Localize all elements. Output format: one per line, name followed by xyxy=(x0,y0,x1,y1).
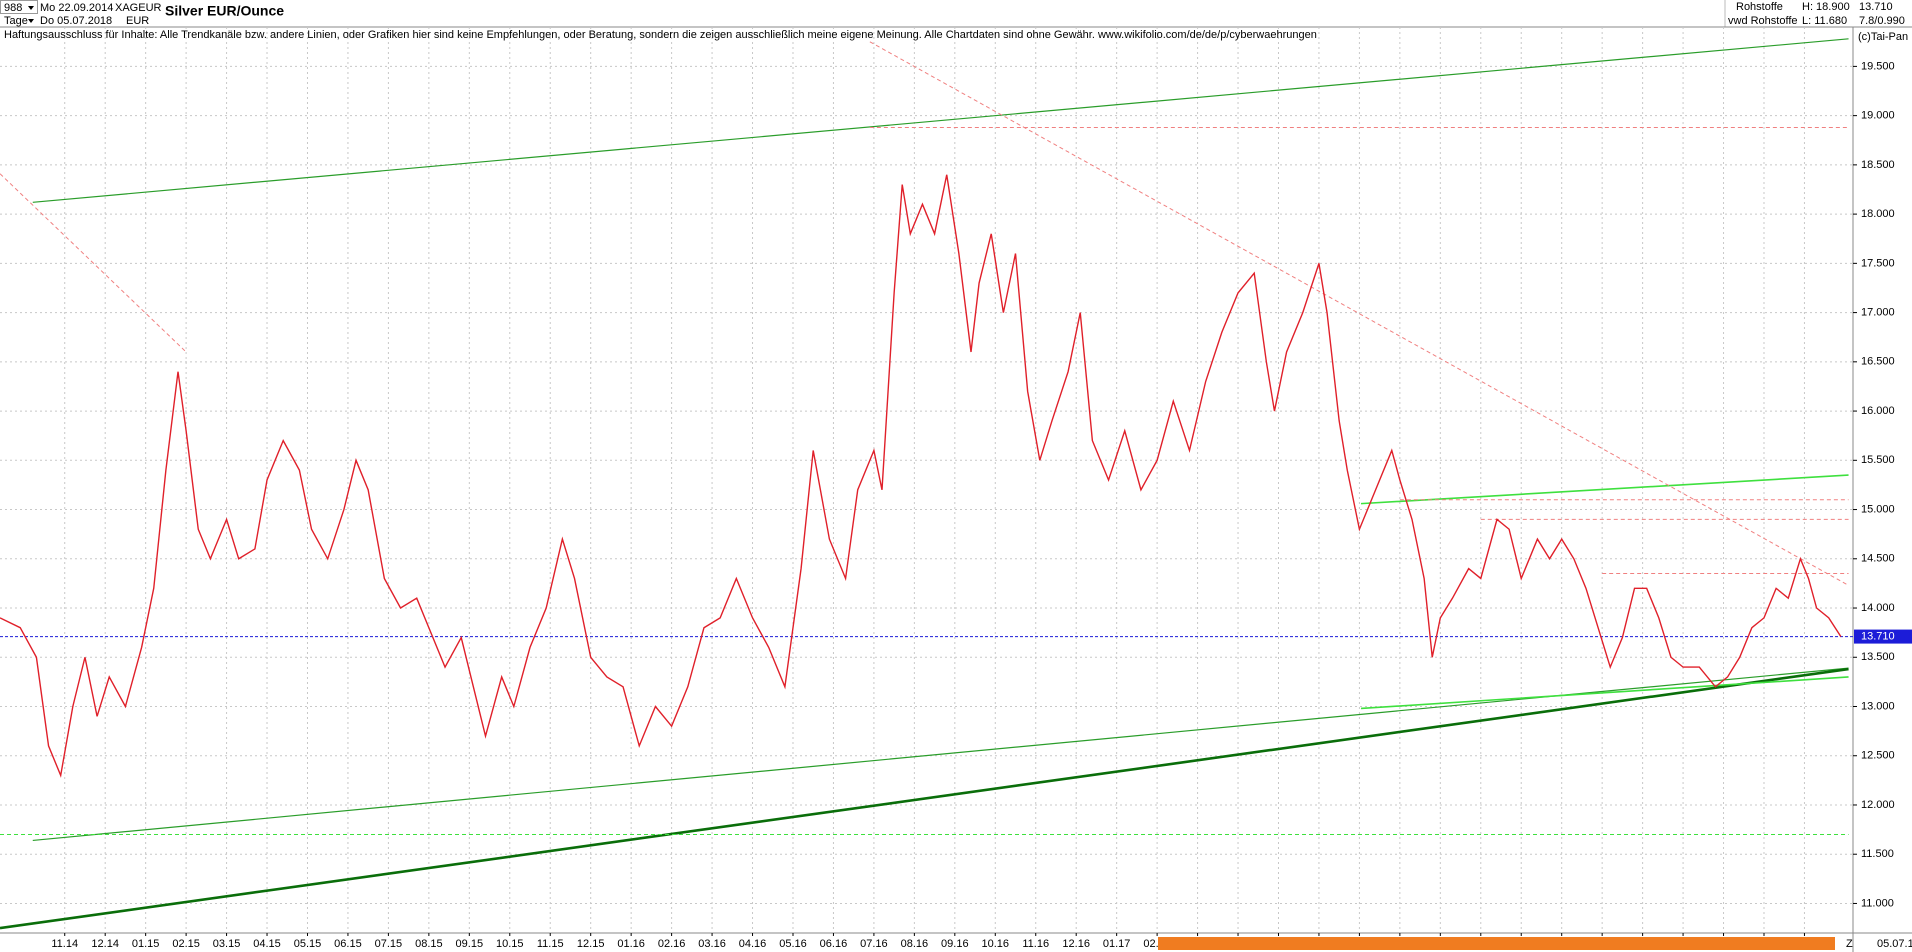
end-date: Do 05.07.2018 xyxy=(40,15,112,27)
chart-title: Silver EUR/Ounce xyxy=(165,3,284,19)
x-tick-label: 04.16 xyxy=(739,938,767,950)
x-tick-label: 06.15 xyxy=(334,938,362,950)
x-tick-label: 01.15 xyxy=(132,938,160,950)
x-tick-label: 08.15 xyxy=(415,938,443,950)
x-tick-label: 09.15 xyxy=(456,938,484,950)
y-tick-label: 15.000 xyxy=(1861,503,1895,515)
last: 13.710 xyxy=(1859,1,1893,13)
x-tick-label: 11.15 xyxy=(537,938,564,950)
current-price-label: 13.710 xyxy=(1861,630,1895,642)
x-tick-label: 10.16 xyxy=(982,938,1010,950)
x-tick-label: 11.14 xyxy=(51,938,78,950)
trend-line xyxy=(869,41,1849,586)
y-tick-label: 16.000 xyxy=(1861,405,1895,417)
y-tick-label: 17.500 xyxy=(1861,257,1895,269)
copyright: (c)Tai-Pan xyxy=(1858,31,1908,43)
x-tick-label: 02.15 xyxy=(172,938,200,950)
price-line xyxy=(0,174,1842,778)
market: Rohstoffe xyxy=(1736,1,1783,13)
trend-line xyxy=(1360,676,1849,710)
y-tick-label: 18.500 xyxy=(1861,159,1895,171)
plot-area: 11.000 11.500 12.000 12.500 13.000 13.500 14.0… xyxy=(0,27,1912,952)
x-tick-label: 08.16 xyxy=(901,938,929,950)
y-tick-label: 17.000 xyxy=(1861,306,1895,318)
x-tick-label: 12.15 xyxy=(577,938,605,950)
x-tick-label: 02.16 xyxy=(658,938,686,950)
y-tick-label: 18.000 xyxy=(1861,208,1895,220)
y-tick-label: 11.000 xyxy=(1861,897,1894,909)
trend-line xyxy=(1360,474,1849,505)
low: L: 11.680 xyxy=(1802,15,1847,27)
symbol: XAGEUR xyxy=(115,2,162,14)
y-tick-label: 19.000 xyxy=(1861,110,1895,122)
footer-date: 05.07.18 xyxy=(1877,938,1912,950)
x-tick-label: 12.14 xyxy=(91,938,119,950)
y-tick-label: 12.500 xyxy=(1861,750,1895,762)
disclaimer: Haftungsausschluss für Inhalte: Alle Tre… xyxy=(4,29,1317,41)
trend-line xyxy=(32,38,1849,203)
x-tick-label: 07.15 xyxy=(375,938,403,950)
y-tick-label: 11.500 xyxy=(1861,848,1894,860)
y-tick-label: 16.500 xyxy=(1861,356,1895,368)
y-tick-label: 14.500 xyxy=(1861,553,1895,565)
dropdown-icon xyxy=(28,6,34,10)
x-tick-label: 12.16 xyxy=(1062,938,1090,950)
y-tick-label: 13.000 xyxy=(1861,700,1895,712)
x-tick-label: 10.15 xyxy=(496,938,524,950)
x-tick-label: 09.16 xyxy=(941,938,969,950)
currency: EUR xyxy=(126,15,149,27)
high: H: 18.900 xyxy=(1802,1,1850,13)
y-tick-label: 19.500 xyxy=(1861,60,1895,72)
y-tick-label: 15.500 xyxy=(1861,454,1895,466)
x-tick-label: 06.16 xyxy=(820,938,848,950)
x-tick-label: 11.16 xyxy=(1022,938,1049,950)
range-highlight xyxy=(1158,937,1835,950)
x-tick-label: 03.16 xyxy=(698,938,726,950)
period[interactable]: Tage xyxy=(4,15,28,27)
x-tick-label: 07.16 xyxy=(860,938,888,950)
x-tick-label: 03.15 xyxy=(213,938,241,950)
dropdown-icon xyxy=(28,19,34,23)
x-tick-label: 01.16 xyxy=(617,938,645,950)
start-date: Mo 22.09.2014 xyxy=(40,2,113,14)
trend-line xyxy=(0,173,187,353)
count: 988 xyxy=(4,2,22,14)
trend-line xyxy=(0,667,1849,930)
x-tick-label: 05.16 xyxy=(779,938,807,950)
y-tick-label: 12.000 xyxy=(1861,799,1895,811)
source: vwd Rohstoffe xyxy=(1728,15,1798,27)
x-tick-label: 01.17 xyxy=(1103,938,1131,950)
y-tick-label: 13.500 xyxy=(1861,651,1895,663)
x-tick-label: 05.15 xyxy=(294,938,322,950)
y-tick-label: 14.000 xyxy=(1861,602,1895,614)
change: 7.8/0.990 xyxy=(1859,15,1905,27)
header: 988 Mo 22.09.2014 XAGEUR Silver EUR/Ounc… xyxy=(0,0,1912,28)
current-price-box xyxy=(1854,629,1912,644)
x-tick-label: 04.15 xyxy=(253,938,281,950)
count-box[interactable] xyxy=(0,0,38,14)
footer-mark: Z xyxy=(1846,938,1853,950)
